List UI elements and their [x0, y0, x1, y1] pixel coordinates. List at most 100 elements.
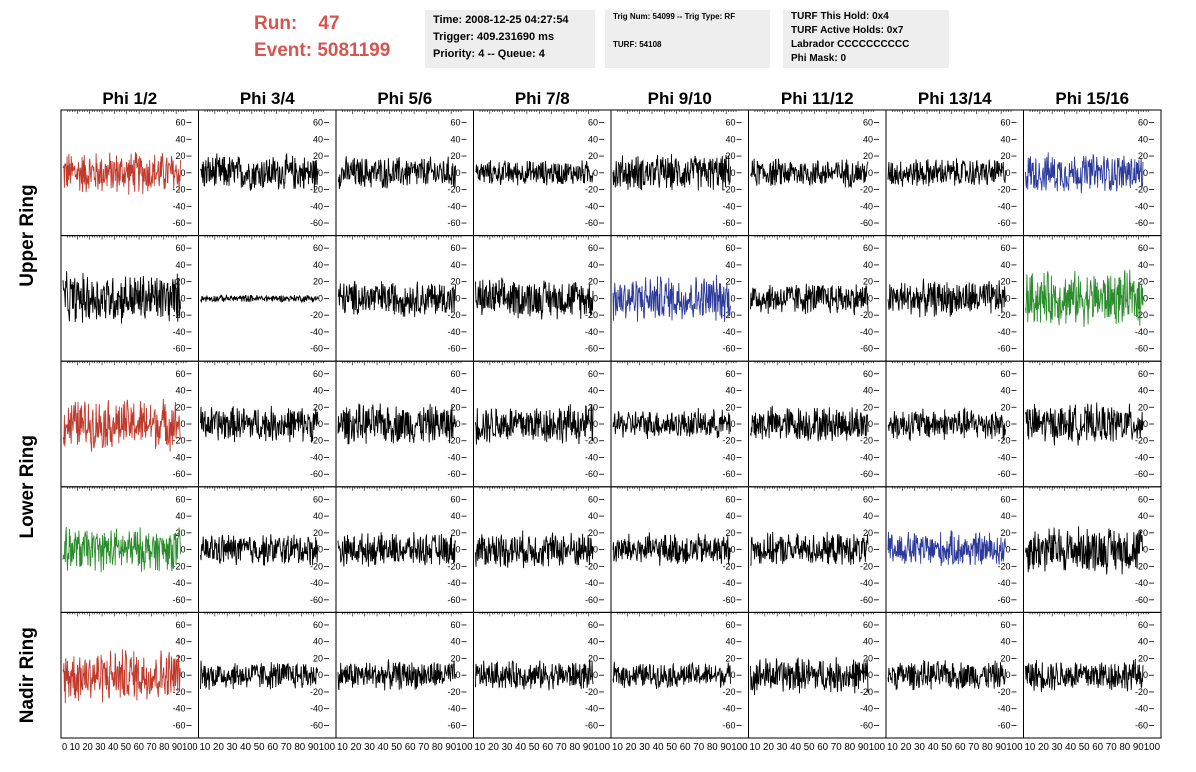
y-tick-label: -60 — [1135, 218, 1148, 228]
phi-mask-line: Phi Mask: 0 — [791, 53, 847, 64]
turf-info-box: TURF This Hold: 0x4 TURF Active Holds: 0… — [783, 10, 949, 68]
y-tick-label: 40 — [450, 386, 460, 396]
y-tick-label: -40 — [447, 704, 460, 714]
y-tick-label: -40 — [722, 452, 735, 462]
y-tick-label: 0 — [1005, 293, 1010, 303]
y-tick-label: 60 — [175, 243, 185, 253]
y-tick-label: -20 — [860, 185, 873, 195]
y-tick-label: 60 — [1138, 494, 1148, 504]
y-tick-label: 60 — [450, 620, 460, 630]
waveform-trace — [1025, 152, 1144, 194]
priority-line: Priority: 4 -- Queue: 4 — [433, 48, 545, 60]
y-tick-label: -60 — [447, 469, 460, 479]
y-tick-label: 20 — [863, 653, 873, 663]
waveform-trace — [887, 158, 1006, 187]
y-tick-label: 0 — [1143, 168, 1148, 178]
y-tick-label: 40 — [725, 637, 735, 647]
y-tick-label: 60 — [175, 494, 185, 504]
y-tick-label: -40 — [1135, 578, 1148, 588]
y-tick-label: -60 — [585, 595, 598, 605]
panel-frame — [610, 611, 749, 739]
column-header: Phi 1/2 — [102, 89, 157, 108]
y-tick-label: 60 — [313, 494, 323, 504]
y-tick-label: -60 — [860, 344, 873, 354]
y-tick-label: 0 — [1005, 670, 1010, 680]
y-tick-label: -60 — [172, 595, 185, 605]
waveform-trace — [1025, 402, 1144, 446]
y-tick-label: 60 — [863, 118, 873, 128]
y-tick-label: -20 — [447, 185, 460, 195]
y-tick-label: -60 — [722, 469, 735, 479]
y-tick-label: -40 — [860, 704, 873, 714]
y-tick-label: 0 — [1143, 293, 1148, 303]
y-tick-label: -40 — [585, 704, 598, 714]
y-tick-label: -40 — [447, 327, 460, 337]
waveform-trace — [887, 278, 1006, 318]
y-tick-label: 60 — [313, 620, 323, 630]
turf-active-line: TURF Active Holds: 0x7 — [791, 25, 904, 36]
y-tick-label: -40 — [997, 704, 1010, 714]
waveform-trace — [887, 530, 1006, 567]
waveform-trace — [475, 277, 594, 320]
panel-frame — [1023, 611, 1162, 739]
y-tick-label: -60 — [172, 469, 185, 479]
y-tick-label: -60 — [447, 720, 460, 730]
y-tick-label: -40 — [310, 452, 323, 462]
y-tick-label: 60 — [588, 494, 598, 504]
waveform-trace — [62, 649, 181, 704]
x-tick-label: 10 20 30 40 50 60 70 80 90100 — [612, 742, 748, 753]
y-tick-label: -40 — [447, 578, 460, 588]
y-tick-label: 0 — [318, 419, 323, 429]
y-tick-label: -40 — [447, 201, 460, 211]
y-tick-label: 0 — [730, 168, 735, 178]
waveform-trace — [612, 154, 731, 191]
column-header: Phi 5/6 — [377, 89, 432, 108]
y-tick-label: -20 — [1135, 687, 1148, 697]
waveform-trace — [62, 271, 181, 324]
y-tick-label: -40 — [172, 452, 185, 462]
y-tick-label: 0 — [455, 670, 460, 680]
y-tick-label: 40 — [588, 260, 598, 270]
y-tick-label: -20 — [997, 185, 1010, 195]
y-tick-label: -40 — [310, 704, 323, 714]
y-tick-label: -20 — [447, 687, 460, 697]
y-tick-label: -60 — [310, 469, 323, 479]
y-tick-label: 20 — [450, 528, 460, 538]
waveform-trace — [612, 532, 731, 566]
y-tick-label: 20 — [1138, 151, 1148, 161]
y-tick-label: -40 — [172, 704, 185, 714]
y-tick-label: 60 — [1138, 620, 1148, 630]
y-tick-label: 0 — [180, 670, 185, 680]
y-tick-label: 60 — [450, 369, 460, 379]
y-tick-label: -20 — [997, 561, 1010, 571]
y-tick-label: 40 — [313, 637, 323, 647]
y-tick-label: 60 — [175, 620, 185, 630]
y-tick-label: -40 — [860, 201, 873, 211]
y-tick-label: -60 — [310, 344, 323, 354]
x-tick-label: 10 20 30 40 50 60 70 80 90100 — [750, 742, 886, 753]
run-label: Run: — [254, 13, 298, 34]
column-header: Phi 13/14 — [918, 89, 992, 108]
y-tick-label: -60 — [310, 720, 323, 730]
y-tick-label: 60 — [1138, 243, 1148, 253]
y-tick-label: -60 — [172, 720, 185, 730]
time-line: Time: 2008-12-25 04:27:54 — [433, 14, 569, 26]
y-tick-label: -40 — [860, 578, 873, 588]
y-tick-label: 0 — [593, 293, 598, 303]
y-tick-label: 20 — [175, 151, 185, 161]
y-tick-label: 60 — [588, 620, 598, 630]
y-tick-label: 20 — [588, 277, 598, 287]
y-tick-label: 60 — [1138, 369, 1148, 379]
y-tick-label: -20 — [310, 687, 323, 697]
y-tick-label: 0 — [180, 293, 185, 303]
y-tick-label: -20 — [447, 561, 460, 571]
event-value: 5081199 — [317, 40, 391, 61]
y-tick-label: 20 — [863, 277, 873, 287]
waveform-trace — [1025, 526, 1144, 575]
y-tick-label: 20 — [313, 277, 323, 287]
y-tick-label: 20 — [175, 402, 185, 412]
y-tick-label: 40 — [725, 511, 735, 521]
y-tick-label: -40 — [1135, 327, 1148, 337]
y-tick-label: 40 — [313, 134, 323, 144]
x-tick-label: 10 20 30 40 50 60 70 80 90100 — [200, 742, 336, 753]
